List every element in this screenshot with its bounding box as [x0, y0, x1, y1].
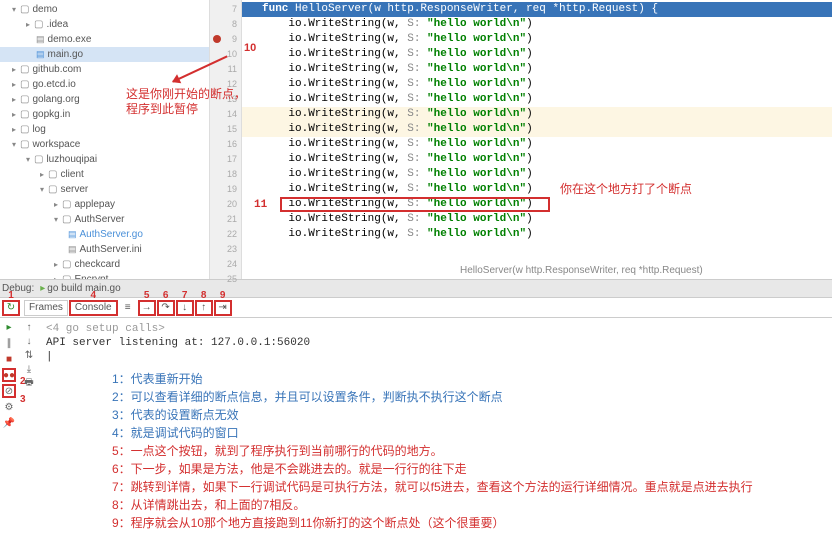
down-button[interactable]: ↓: [22, 334, 36, 348]
step-out-button[interactable]: ↑8: [195, 300, 213, 316]
tree-server[interactable]: server: [60, 184, 88, 195]
legend: 1：代表重新开始2：可以查看详细的断点信息，并且可以设置条件，判断执不执行这个断…: [22, 368, 832, 534]
tree-applepay[interactable]: applepay: [74, 199, 115, 210]
legend-line: 7：跳转到详情，如果下一行调试代码是可执行方法，就可以f5进去，查看这个方法的运…: [112, 478, 826, 496]
pin-button[interactable]: 📌: [2, 416, 16, 430]
tree-maingo[interactable]: main.go: [48, 49, 84, 60]
run-config[interactable]: ▸go build main.go: [40, 283, 120, 294]
print-button[interactable]: 🖶: [22, 376, 36, 390]
console-output[interactable]: <4 go setup calls> API server listening …: [40, 318, 832, 368]
run-to-cursor-button[interactable]: ⇥9: [214, 300, 232, 316]
show-exec-point-button[interactable]: →5: [138, 300, 156, 316]
setup-calls: <4 go setup calls>: [46, 322, 826, 336]
console-panel: ▸ ∥ ■ ●● 2 ⊘ 3 ⚙ 📌 ↑ ↓ ⇅ ⤓ 🖶 <4 go setup…: [0, 318, 832, 534]
tree-encrypt[interactable]: Encrypt: [74, 274, 108, 279]
up-button[interactable]: ↑: [22, 320, 36, 334]
tree-workspace[interactable]: workspace: [32, 139, 80, 150]
legend-line: 4：就是调试代码的窗口: [112, 424, 826, 442]
debug-toolbar: ↻1 Frames Console4 ≡ →5 ↷6 ↓7 ↑8 ⇥9: [0, 298, 832, 318]
sep: ≡: [119, 300, 137, 316]
step-over-button[interactable]: ↷6: [157, 300, 175, 316]
debug-bar: Debug: ▸go build main.go: [0, 280, 832, 298]
active-line: func HelloServer(w http.ResponseWriter, …: [242, 2, 832, 17]
annotation-11: 11: [254, 198, 267, 213]
restart-button[interactable]: ↻1: [2, 300, 20, 316]
pause-button[interactable]: ∥: [2, 336, 16, 350]
project-tree[interactable]: ▾▢demo ▸▢.idea ▤demo.exe ▤main.go ▸▢gith…: [0, 0, 210, 279]
console-tab[interactable]: Console4: [69, 300, 118, 316]
legend-line: 9：程序就会从10那个地方直接跑到11你新打的这个断点处（这个很重要）: [112, 514, 826, 532]
tree-gopkg[interactable]: gopkg.in: [32, 109, 70, 120]
tree-golang[interactable]: golang.org: [32, 94, 79, 105]
mute-breakpoints-button[interactable]: ⊘: [2, 384, 16, 398]
tree-authserver[interactable]: AuthServer: [74, 214, 124, 225]
legend-line: 3：代表的设置断点无效: [112, 406, 826, 424]
breadcrumb: HelloServer(w http.ResponseWriter, req *…: [452, 262, 711, 279]
view-breakpoints-button[interactable]: ●●: [2, 368, 16, 382]
annotation-10: 10: [244, 42, 256, 54]
tree-log[interactable]: log: [32, 124, 45, 135]
tree-github[interactable]: github.com: [32, 64, 81, 75]
resume-button[interactable]: ▸: [2, 320, 16, 334]
tree-authini[interactable]: AuthServer.ini: [80, 244, 142, 255]
tree-demo[interactable]: demo: [32, 4, 57, 15]
tree-idea[interactable]: .idea: [46, 19, 68, 30]
legend-line: 8：从详情跳出去，和上面的7相反。: [112, 496, 826, 514]
legend-line: 1：代表重新开始: [112, 370, 826, 388]
tree-checkcard[interactable]: checkcard: [74, 259, 120, 270]
tree-client[interactable]: client: [60, 169, 83, 180]
legend-line: 2：可以查看详细的断点信息，并且可以设置条件，判断执不执行这个断点: [112, 388, 826, 406]
code-body[interactable]: func HelloServer(w http.ResponseWriter, …: [242, 0, 832, 279]
tree-luzhou[interactable]: luzhouqipai: [46, 154, 97, 165]
legend-line: 5：一点这个按钮，就到了程序执行到当前哪行的代码的地方。: [112, 442, 826, 460]
legend-line: 6：下一步，如果是方法，他是不会跳进去的。就是一行行的往下走: [112, 460, 826, 478]
step-into-button[interactable]: ↓7: [176, 300, 194, 316]
frames-tab[interactable]: Frames: [24, 300, 68, 316]
listen-line: API server listening at: 127.0.0.1:56020: [46, 336, 826, 350]
settings-button[interactable]: ⚙: [2, 400, 16, 414]
tree-goetcd[interactable]: go.etcd.io: [32, 79, 75, 90]
stop-button[interactable]: ■: [2, 352, 16, 366]
wrap-button[interactable]: ⇅: [22, 348, 36, 362]
code-editor[interactable]: 789 10111213141516171819202122232425 fun…: [210, 0, 832, 279]
breakpoint-icon[interactable]: [213, 35, 221, 43]
tree-authgo[interactable]: AuthServer.go: [80, 229, 143, 240]
debug-label: Debug:: [2, 283, 34, 294]
num-3: 3: [20, 394, 26, 405]
tree-demoexe[interactable]: demo.exe: [48, 34, 92, 45]
gutter: 789 10111213141516171819202122232425: [210, 0, 242, 279]
